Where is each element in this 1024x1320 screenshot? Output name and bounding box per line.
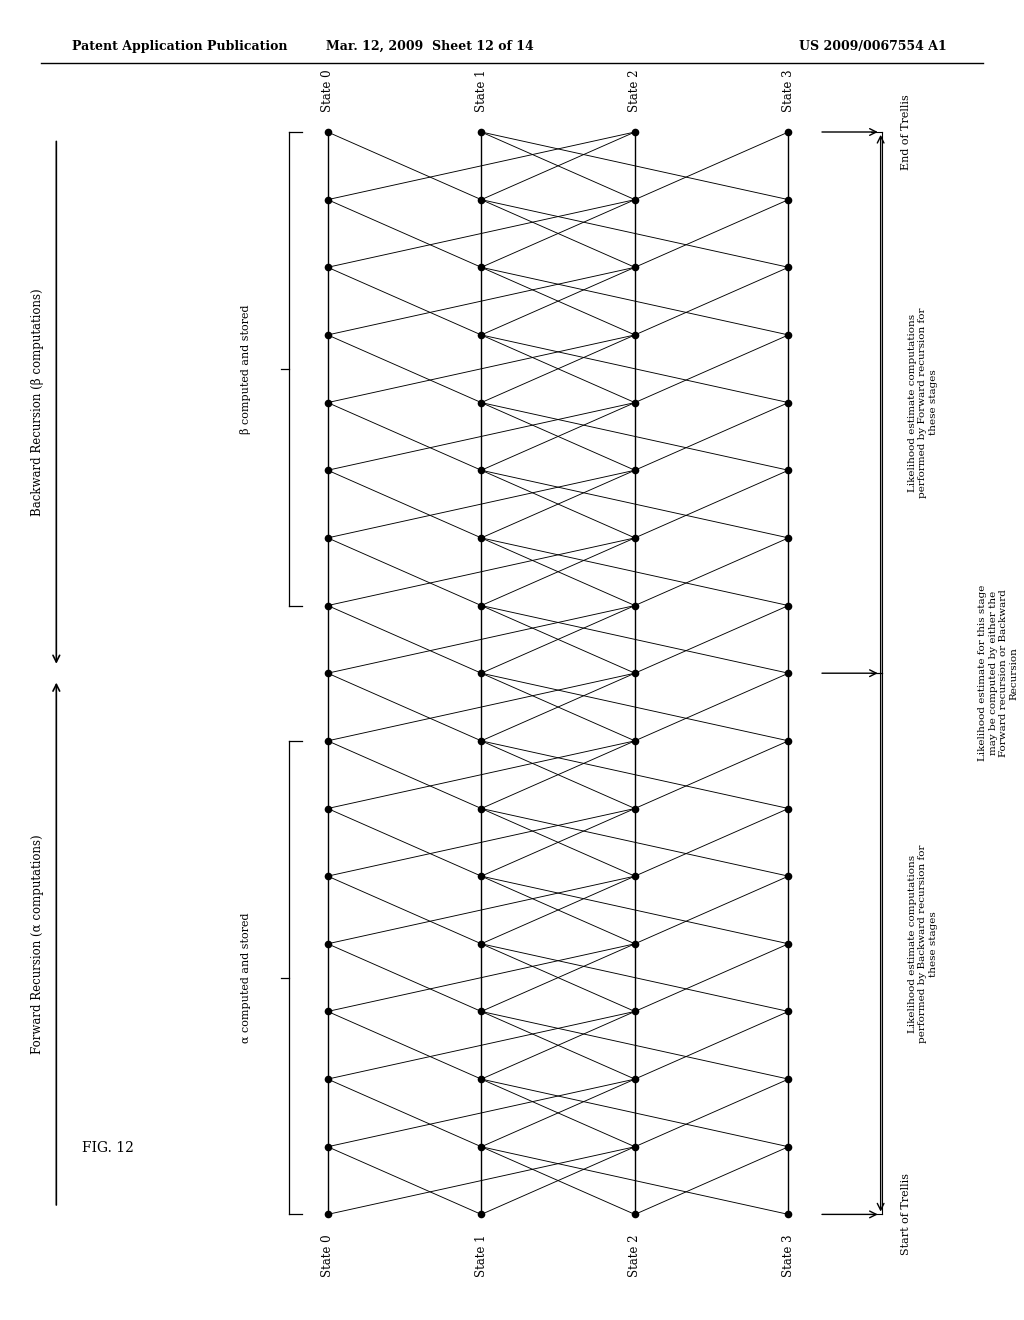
Text: Likelihood estimate computations
performed by Backward recursion for
these stage: Likelihood estimate computations perform… — [907, 845, 938, 1043]
Text: Likelihood estimate computations
performed by Forward recursion for
these stages: Likelihood estimate computations perform… — [907, 308, 938, 498]
Text: Likelihood estimate for this stage
may be computed by either the
Forward recursi: Likelihood estimate for this stage may b… — [978, 585, 1019, 762]
Text: State 1: State 1 — [475, 1234, 487, 1276]
Text: State 2: State 2 — [629, 1234, 641, 1276]
Text: FIG. 12: FIG. 12 — [82, 1142, 134, 1155]
Text: Forward Recursion (α computations): Forward Recursion (α computations) — [32, 834, 44, 1053]
Text: Start of Trellis: Start of Trellis — [901, 1173, 911, 1255]
Text: Patent Application Publication: Patent Application Publication — [72, 40, 287, 53]
Text: State 3: State 3 — [782, 70, 795, 112]
Text: US 2009/0067554 A1: US 2009/0067554 A1 — [799, 40, 946, 53]
Text: State 1: State 1 — [475, 70, 487, 112]
Text: β computed and stored: β computed and stored — [241, 304, 251, 433]
Text: Backward Recursion (β computations): Backward Recursion (β computations) — [32, 289, 44, 516]
Text: State 3: State 3 — [782, 1234, 795, 1276]
Text: End of Trellis: End of Trellis — [901, 94, 911, 170]
Text: Mar. 12, 2009  Sheet 12 of 14: Mar. 12, 2009 Sheet 12 of 14 — [327, 40, 534, 53]
Text: State 2: State 2 — [629, 70, 641, 112]
Text: State 0: State 0 — [322, 1234, 334, 1276]
Text: α computed and stored: α computed and stored — [241, 912, 251, 1043]
Text: State 0: State 0 — [322, 70, 334, 112]
